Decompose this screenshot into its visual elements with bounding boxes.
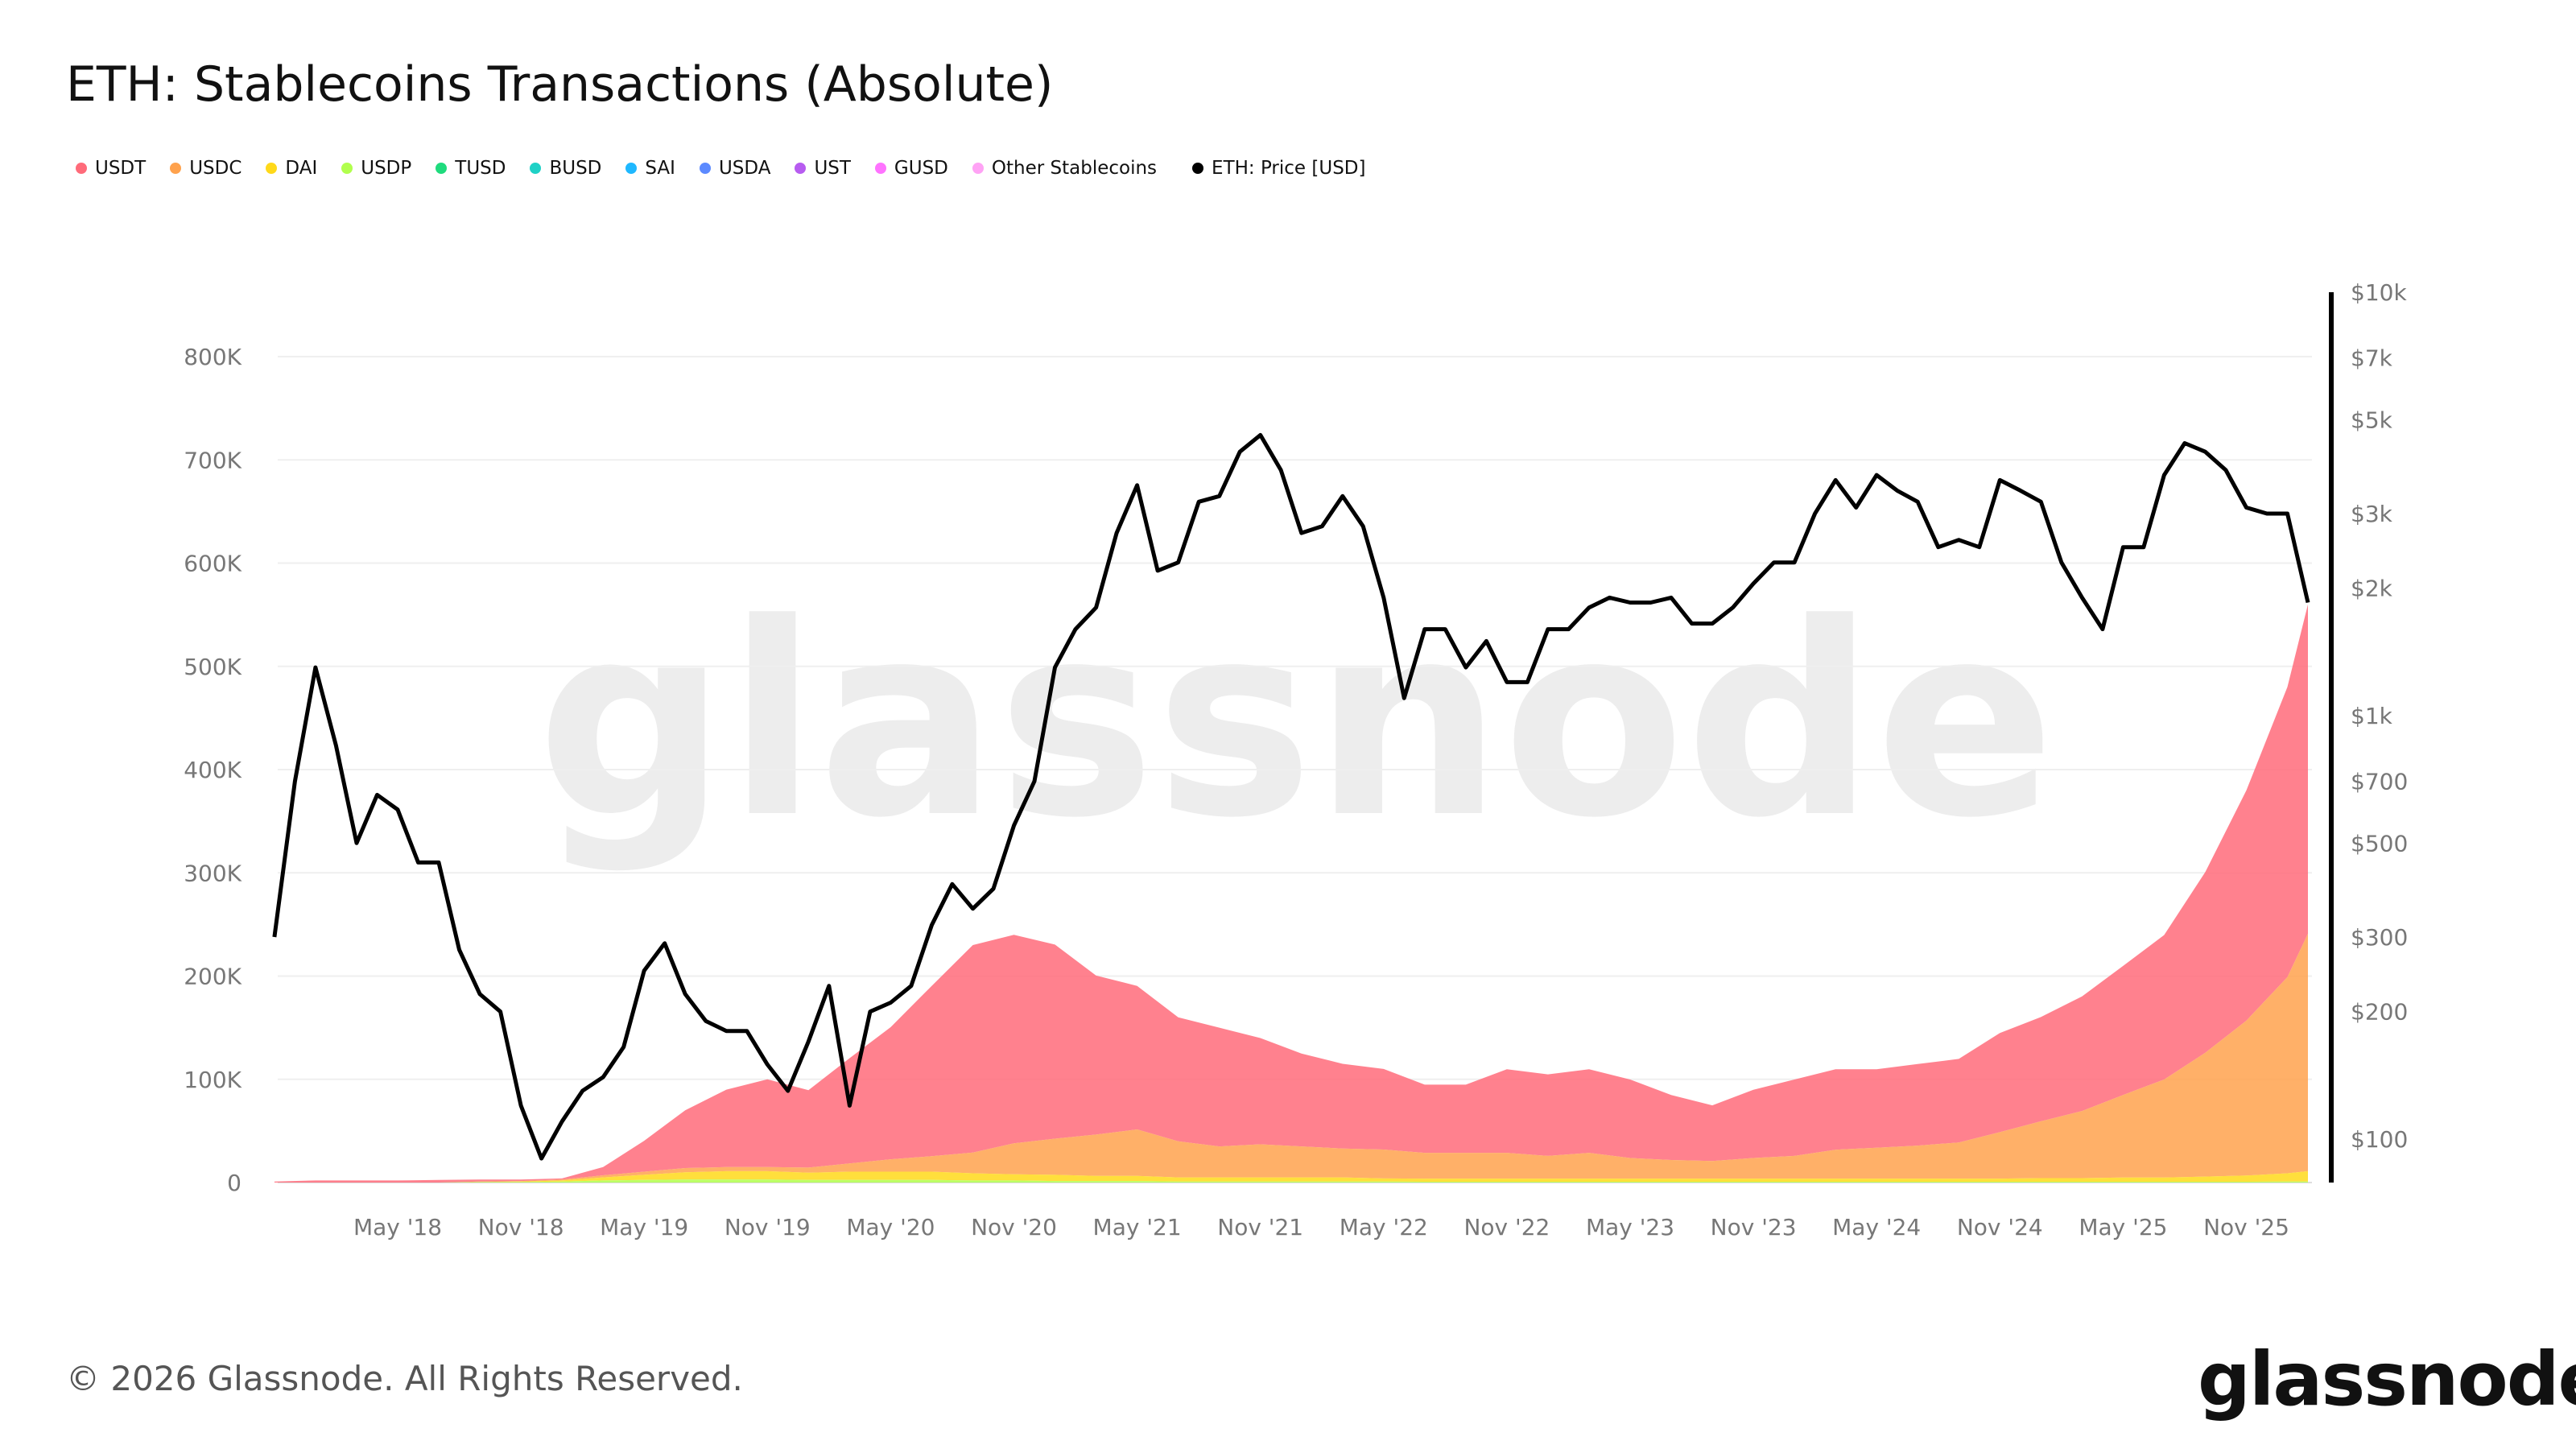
y-right-tick-label: $100 (2351, 1126, 2408, 1153)
x-tick-label: May '22 (1340, 1214, 1428, 1241)
y-tick-label: 500K (184, 654, 242, 680)
y-right-tick-label: $2k (2351, 576, 2393, 602)
legend-label: USDA (718, 158, 771, 179)
legend-dot-icon (1192, 163, 1204, 174)
legend-item[interactable]: SAI (625, 158, 675, 179)
legend-label: Other Stablecoins (991, 158, 1158, 179)
legend-dot-icon (972, 163, 984, 174)
x-tick-label: Nov '23 (1711, 1214, 1797, 1241)
y-right-tick-label: $10k (2351, 279, 2407, 306)
y-right-tick-label: $7k (2351, 345, 2393, 371)
legend-label: BUSD (549, 158, 602, 179)
legend-label: USDT (95, 158, 147, 179)
y-tick-label: 300K (184, 860, 242, 886)
legend-item[interactable]: TUSD (436, 158, 506, 179)
legend-item[interactable]: USDP (341, 158, 411, 179)
x-tick-label: May '20 (846, 1214, 935, 1241)
y-right-tick-label: $1k (2351, 703, 2393, 729)
copyright-footer: © 2026 Glassnode. All Rights Reserved. (66, 1359, 743, 1398)
legend-dot-icon (170, 163, 182, 174)
legend-dot-icon (341, 163, 353, 174)
x-tick-label: Nov '24 (1957, 1214, 2043, 1241)
x-tick-label: Nov '21 (1217, 1214, 1303, 1241)
legend-item[interactable]: BUSD (530, 158, 601, 179)
legend-dot-icon (699, 163, 711, 174)
x-tick-label: May '24 (1832, 1214, 1921, 1241)
legend-dot-icon (874, 163, 886, 174)
area-usdt (274, 604, 2309, 1183)
area-dai (274, 1170, 2309, 1183)
legend-item[interactable]: USDC (170, 158, 242, 179)
legend-dot-icon (436, 163, 448, 174)
legend-label: UST (814, 158, 851, 179)
y-tick-label: 600K (184, 551, 242, 577)
legend-label: USDP (361, 158, 412, 179)
legend-item[interactable]: USDA (699, 158, 771, 179)
legend-item[interactable]: ETH: Price [USD] (1192, 158, 1365, 179)
legend-item[interactable]: UST (795, 158, 851, 179)
watermark: glassnode (537, 567, 2056, 876)
x-tick-label: Nov '20 (971, 1214, 1057, 1241)
y-right-tick-label: $500 (2351, 830, 2408, 857)
legend-dot-icon (266, 163, 278, 174)
glassnode-logo: glassnode (2198, 1336, 2576, 1422)
legend-label: DAI (285, 158, 318, 179)
y-tick-label: 0 (227, 1170, 242, 1196)
legend-label: ETH: Price [USD] (1212, 158, 1366, 179)
legend-dot-icon (795, 163, 807, 174)
x-tick-label: Nov '18 (478, 1214, 564, 1241)
x-tick-label: Nov '22 (1463, 1214, 1550, 1241)
y-right-tick-label: $5k (2351, 407, 2393, 433)
chart-title: ETH: Stablecoins Transactions (Absolute) (66, 56, 1054, 113)
x-tick-label: May '21 (1093, 1214, 1182, 1241)
legend-label: USDC (189, 158, 242, 179)
legend-label: SAI (645, 158, 675, 179)
y-tick-label: 800K (184, 344, 242, 370)
y-tick-label: 200K (184, 964, 242, 990)
y-tick-label: 400K (184, 757, 242, 783)
legend-label: TUSD (455, 158, 506, 179)
y-right-tick-label: $3k (2351, 501, 2393, 527)
x-tick-label: Nov '25 (2203, 1214, 2289, 1241)
legend-item[interactable]: DAI (266, 158, 317, 179)
legend-label: GUSD (894, 158, 948, 179)
legend-item[interactable]: GUSD (874, 158, 948, 179)
x-tick-label: May '19 (600, 1214, 688, 1241)
legend-item[interactable]: Other Stablecoins (972, 158, 1157, 179)
y-right-tick-label: $700 (2351, 768, 2408, 795)
legend-dot-icon (76, 163, 87, 174)
area-usdc (274, 933, 2309, 1183)
x-tick-label: May '18 (353, 1214, 442, 1241)
x-tick-label: May '25 (2079, 1214, 2167, 1241)
legend-dot-icon (530, 163, 542, 174)
x-tick-label: May '23 (1586, 1214, 1674, 1241)
y-right-tick-label: $300 (2351, 924, 2408, 951)
area-usdp (274, 1179, 2309, 1183)
legend-item[interactable]: USDT (76, 158, 146, 179)
y-tick-label: 700K (184, 447, 242, 473)
y-tick-label: 100K (184, 1067, 242, 1093)
x-tick-label: Nov '19 (724, 1214, 811, 1241)
legend-dot-icon (625, 163, 638, 174)
eth-price-line (272, 432, 2310, 1161)
legend: USDT USDC DAI USDP TUSD BUSD SAI USDA UST GUSD Oth… (76, 158, 1389, 179)
y-right-tick-label: $200 (2351, 999, 2408, 1026)
